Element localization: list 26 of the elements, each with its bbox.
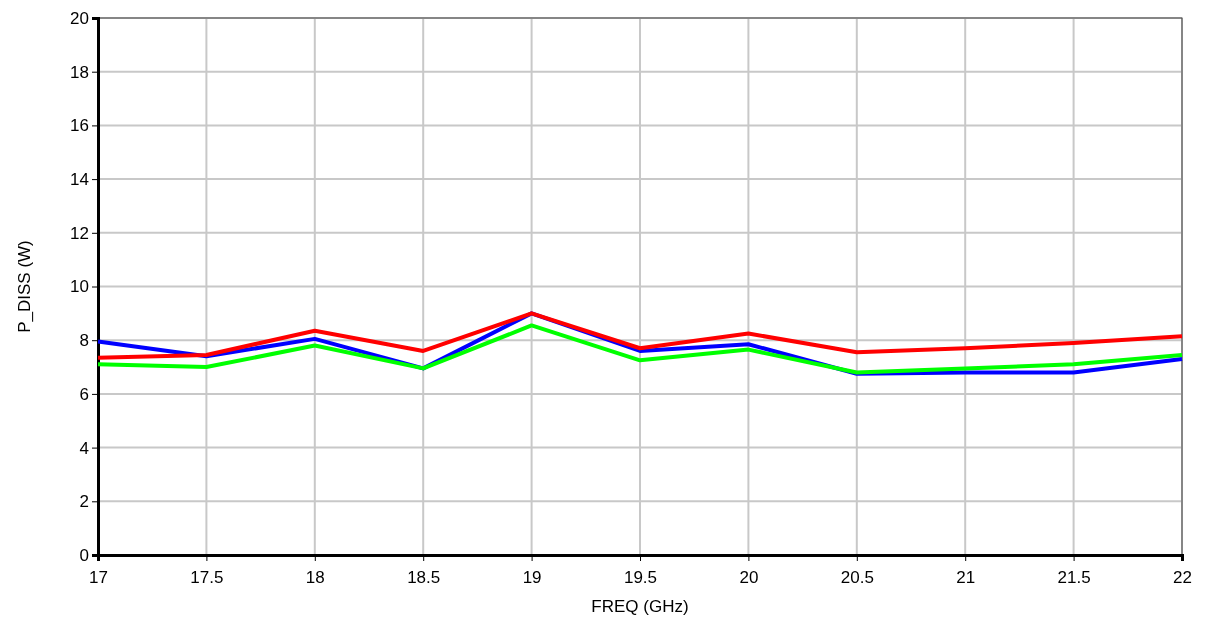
- line-series: [96, 311, 1184, 360]
- y-tick-label: 0: [79, 545, 89, 565]
- y-tick-label: 20: [70, 8, 89, 28]
- line-series: [96, 323, 1184, 375]
- x-tick-label: 19.5: [623, 567, 658, 587]
- y-tick-label: 10: [70, 277, 89, 297]
- y-tick-label: 4: [79, 438, 89, 458]
- x-tick-label: 17.5: [190, 567, 224, 587]
- y-tick-label: 18: [70, 62, 89, 82]
- y-tick-label: 8: [79, 331, 89, 351]
- x-tick-label: 20.5: [840, 567, 874, 587]
- x-tick-label: 18: [305, 567, 325, 587]
- y-tick-label: 6: [79, 384, 89, 404]
- x-axis-title: FREQ (GHz): [591, 597, 689, 616]
- y-axis-title: P_DISS (W): [15, 240, 34, 333]
- y-tick-label: 14: [70, 170, 89, 190]
- x-tick-label: 19: [522, 567, 542, 587]
- y-tick-label: 16: [70, 116, 89, 136]
- x-tick-label: 17: [89, 567, 108, 587]
- x-tick-label: 21: [956, 567, 976, 587]
- x-tick-label: 21.5: [1057, 567, 1091, 587]
- y-tick-label: 2: [79, 492, 89, 512]
- y-tick-label: 12: [70, 223, 89, 243]
- x-tick-label: 20: [739, 567, 759, 587]
- x-tick-label: 22: [1173, 567, 1192, 587]
- x-tick-label: 18.5: [407, 567, 441, 587]
